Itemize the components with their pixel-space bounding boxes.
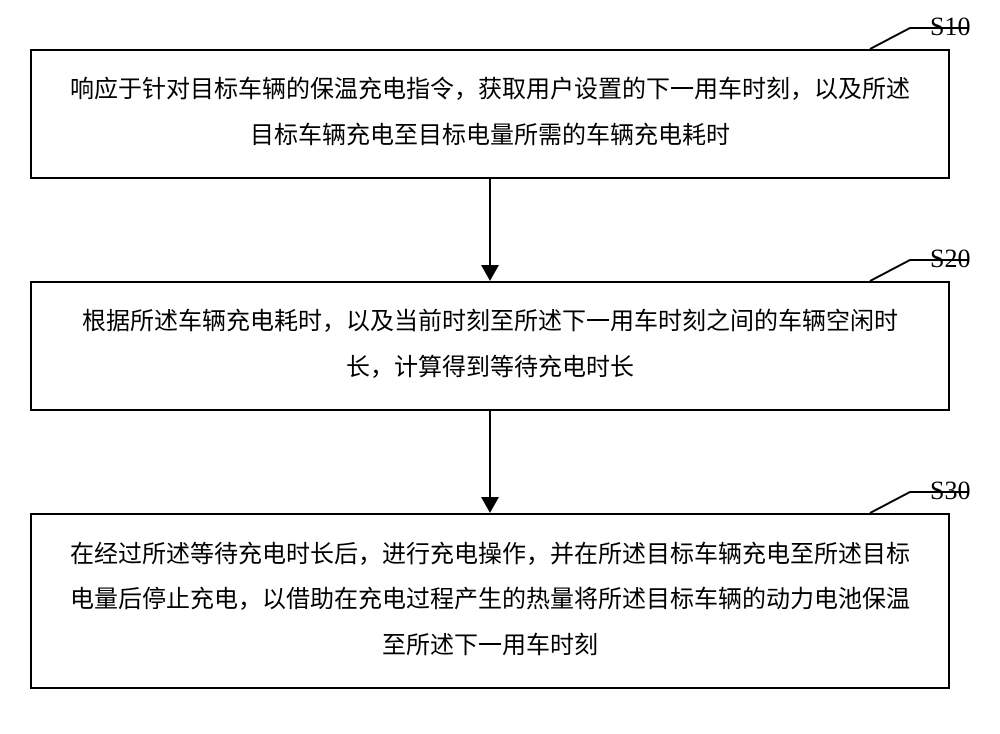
step-s10: 响应于针对目标车辆的保温充电指令，获取用户设置的下一用车时刻，以及所述目标车辆充… (30, 49, 950, 179)
step-s20: 根据所述车辆充电耗时，以及当前时刻至所述下一用车时刻之间的车辆空闲时长，计算得到… (30, 281, 950, 411)
step-s30-label: S30 (930, 476, 970, 506)
step-s30-text: 在经过所述等待充电时长后，进行充电操作，并在所述目标车辆充电至所述目标电量后停止… (62, 533, 918, 670)
step-s10-label: S10 (930, 12, 970, 42)
step-s20-text: 根据所述车辆充电耗时，以及当前时刻至所述下一用车时刻之间的车辆空闲时长，计算得到… (62, 300, 918, 391)
step-s20-label: S20 (930, 244, 970, 274)
step-s10-text: 响应于针对目标车辆的保温充电指令，获取用户设置的下一用车时刻，以及所述目标车辆充… (62, 68, 918, 159)
flowchart-canvas: 响应于针对目标车辆的保温充电指令，获取用户设置的下一用车时刻，以及所述目标车辆充… (0, 0, 1000, 734)
step-s30: 在经过所述等待充电时长后，进行充电操作，并在所述目标车辆充电至所述目标电量后停止… (30, 513, 950, 689)
